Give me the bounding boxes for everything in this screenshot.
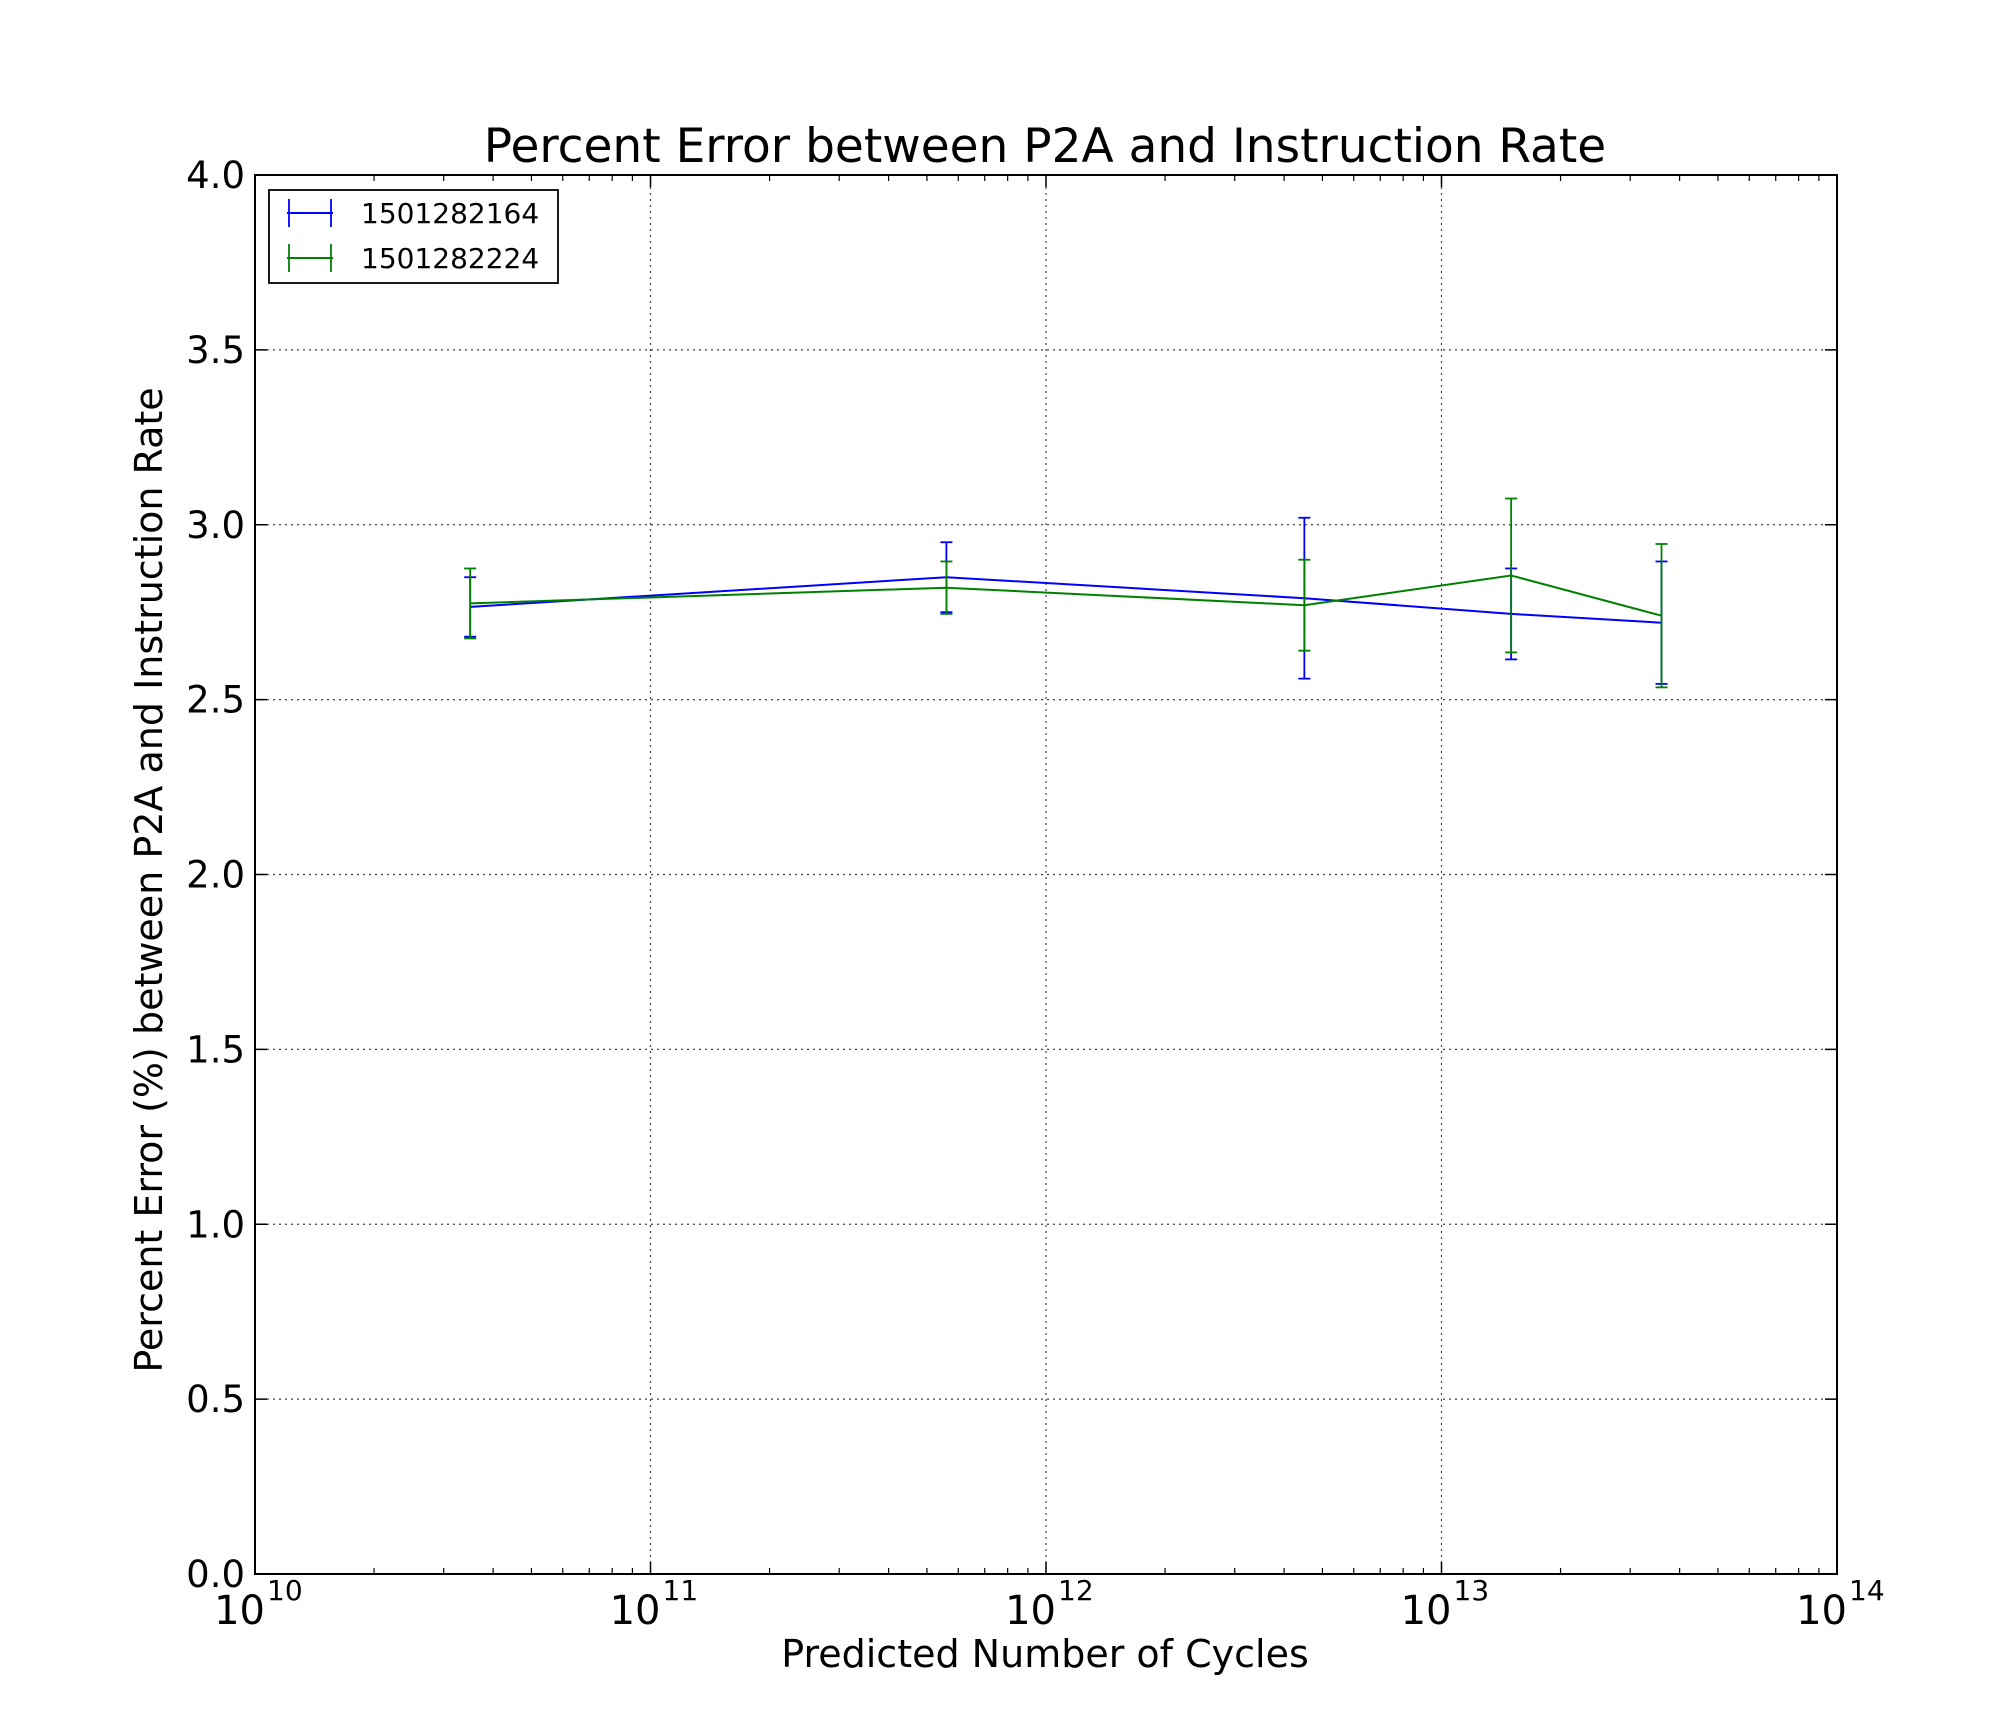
y-tick-label: 2.5 [186,679,245,722]
y-tick-label: 0.5 [186,1378,245,1421]
x-tick-label: 10 [1401,1588,1452,1634]
chart-title: Percent Error between P2A and Instructio… [484,119,1606,174]
x-axis-label: Predicted Number of Cycles [781,1632,1309,1676]
y-tick-label: 4.0 [186,154,245,197]
y-tick-label: 3.0 [186,504,245,547]
data-series [464,497,1668,689]
x-tick-label-exponent: 12 [1058,1574,1094,1607]
legend-label: 1501282224 [361,242,539,275]
x-tick-label-exponent: 10 [267,1574,303,1607]
y-tick-label: 3.5 [186,329,245,372]
y-tick-label: 0.0 [186,1553,245,1596]
x-tick-label: 10 [214,1588,265,1634]
y-tick-label: 2.0 [186,854,245,897]
legend-box [268,189,559,284]
axes: 0.00.51.01.52.02.53.03.54.010 10 10 11 10 12 1… [186,154,1884,1634]
legend-label: 1501282164 [361,197,539,230]
legend: 1501282164 1501282224 [268,189,559,284]
x-tick-label: 10 [1796,1588,1847,1634]
x-tick-label-exponent: 11 [663,1574,699,1607]
x-tick-label: 10 [610,1588,661,1634]
x-tick-label-exponent: 13 [1454,1574,1490,1607]
y-tick-label: 1.0 [186,1203,245,1246]
y-axis-label: Percent Error (%) between P2A and Instru… [127,387,171,1372]
x-tick-label: 10 [1005,1588,1056,1634]
y-tick-label: 1.5 [186,1028,245,1071]
series-2 [464,497,1668,689]
x-tick-label-exponent: 14 [1849,1574,1885,1607]
